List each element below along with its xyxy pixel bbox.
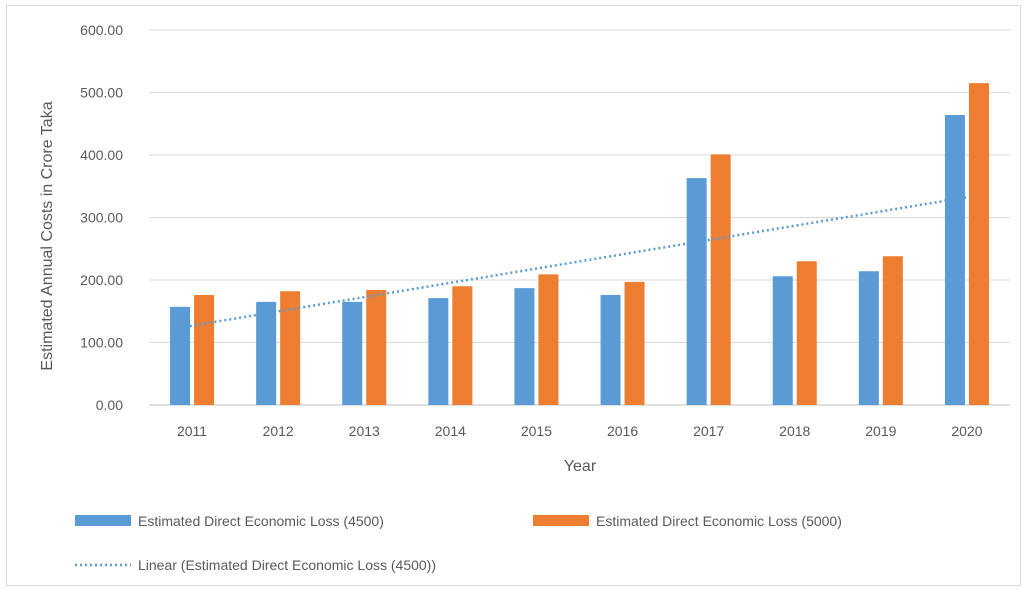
y-tick-label: 0.00 — [96, 397, 123, 413]
x-tick-label: 2015 — [521, 423, 552, 439]
bar-series-1-2015 — [514, 288, 535, 405]
legend-swatch-series-2 — [533, 515, 589, 526]
bar-series-2-2012 — [280, 291, 301, 405]
bar-series-1-2011 — [170, 306, 191, 405]
bar-series-1-2018 — [772, 276, 793, 405]
bar-series-2-2020 — [968, 83, 989, 405]
x-tick-label: 2011 — [177, 423, 207, 439]
bar-series-1-2016 — [600, 295, 621, 405]
legend-label-series-2: Estimated Direct Economic Loss (5000) — [596, 513, 842, 529]
bar-series-2-2018 — [796, 261, 817, 405]
bars — [170, 83, 989, 405]
legend-label-series-1: Estimated Direct Economic Loss (4500) — [138, 513, 384, 529]
y-axis-ticks: 0.00 100.00 200.00 300.00 400.00 500.00 600.00 — [80, 22, 123, 413]
bar-series-1-2012 — [256, 301, 277, 405]
bar-series-1-2013 — [342, 301, 363, 405]
x-tick-label: 2018 — [779, 423, 810, 439]
bar-series-2-2017 — [710, 154, 731, 405]
x-tick-label: 2014 — [435, 423, 466, 439]
bar-series-2-2014 — [452, 286, 473, 405]
legend-swatch-series-1 — [75, 515, 131, 526]
y-tick-label: 300.00 — [80, 210, 123, 226]
x-tick-label: 2012 — [263, 423, 294, 439]
bar-series-1-2020 — [944, 115, 965, 405]
x-axis-title: Year — [564, 458, 597, 475]
x-tick-label: 2017 — [693, 423, 724, 439]
bar-series-1-2019 — [858, 271, 879, 405]
bar-series-1-2017 — [686, 178, 707, 405]
bar-series-2-2011 — [194, 295, 215, 405]
y-tick-label: 200.00 — [80, 272, 123, 288]
x-tick-label: 2020 — [951, 423, 982, 439]
chart-frame — [6, 5, 1021, 586]
x-tick-label: 2013 — [349, 423, 380, 439]
bar-series-2-2013 — [366, 290, 387, 405]
y-tick-label: 600.00 — [80, 22, 123, 38]
bar-series-2-2019 — [882, 256, 903, 405]
bar-series-2-2016 — [624, 281, 645, 405]
gridlines — [149, 29, 1010, 406]
bar-series-2-2015 — [538, 274, 559, 405]
legend-label-trendline: Linear (Estimated Direct Economic Loss (… — [138, 557, 436, 573]
y-tick-label: 500.00 — [80, 85, 123, 101]
x-tick-label: 2019 — [865, 423, 896, 439]
y-axis-title: Estimated Annual Costs in Crore Taka — [39, 101, 56, 370]
x-tick-label: 2016 — [607, 423, 638, 439]
x-axis-ticks: 2011 2012 2013 2014 2015 2016 2017 2018 2019 2020 — [177, 423, 983, 439]
bar-series-1-2014 — [428, 298, 449, 405]
y-tick-label: 100.00 — [80, 335, 123, 351]
y-tick-label: 400.00 — [80, 147, 123, 163]
legend: Estimated Direct Economic Loss (4500) Es… — [75, 513, 842, 573]
